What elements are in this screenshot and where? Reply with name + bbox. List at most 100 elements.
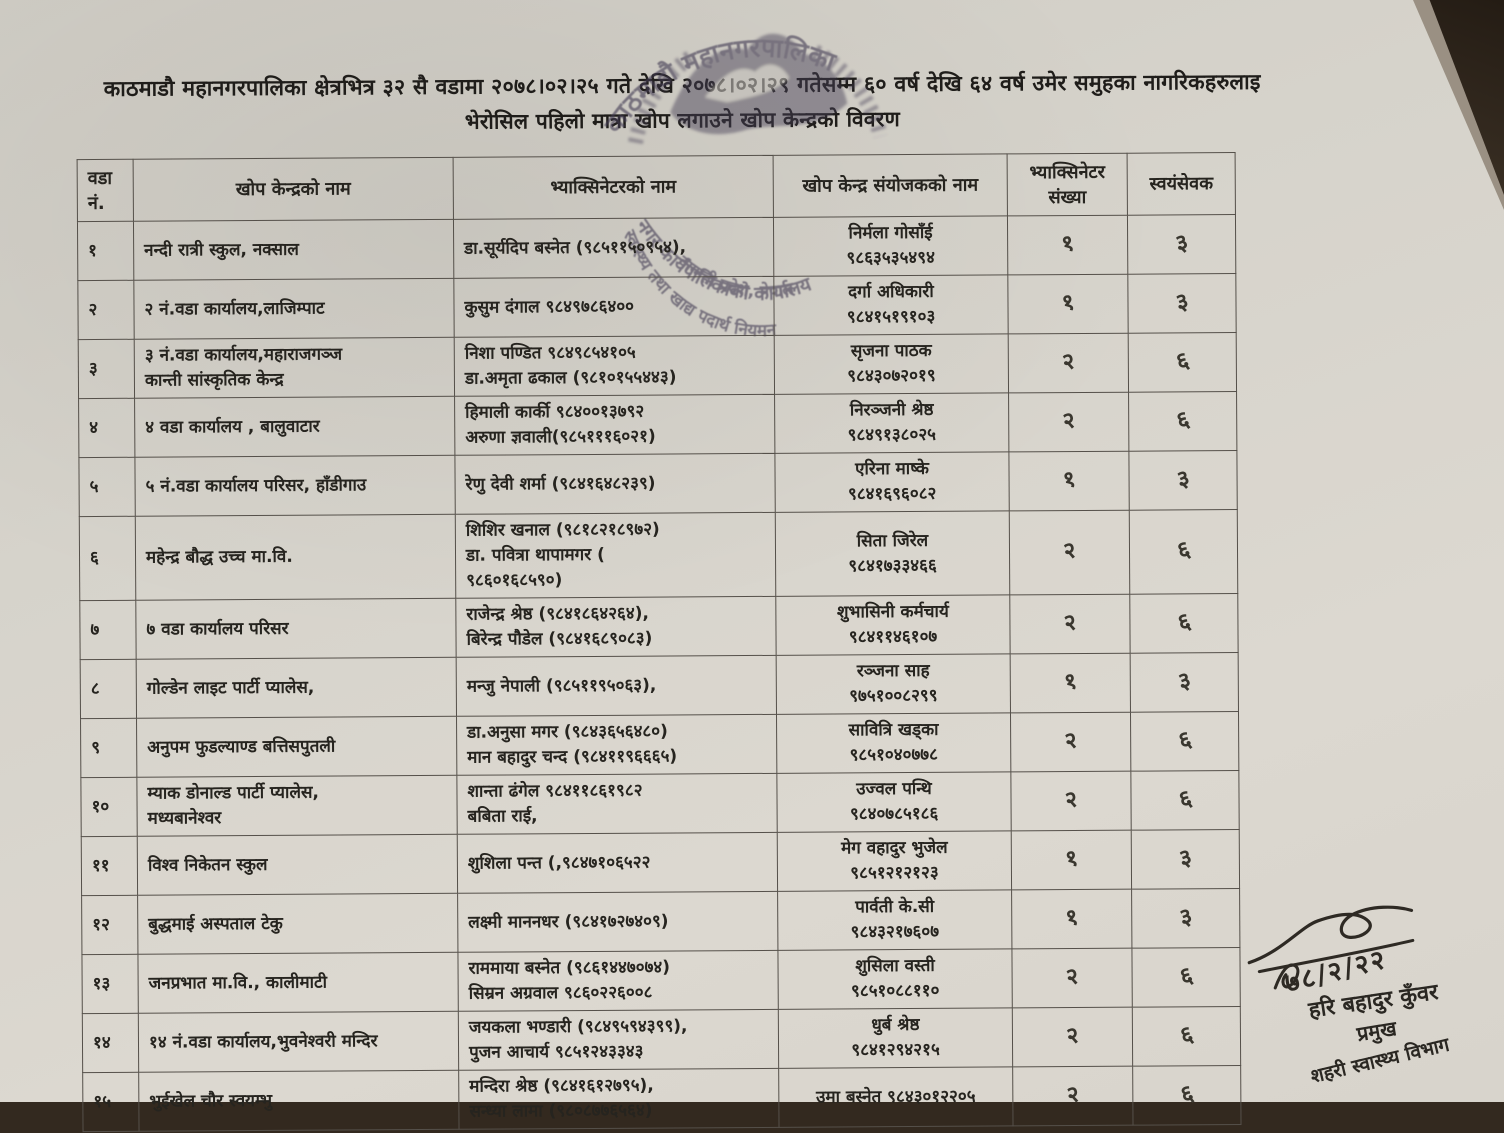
cell-center-name: गोल्डेन लाइट पार्टी प्यालेस, xyxy=(136,657,457,719)
cell-coordinator-name: शुसिला वस्ती ९८५१०८८११० xyxy=(777,948,1013,1010)
cell-coordinator-name: उज्वल पन्थि ९८४०७८५१८६ xyxy=(776,771,1012,833)
cell-volunteers: ६ xyxy=(1132,1065,1242,1126)
cell-vaccinator-name: शान्ता ढंगेल ९८४११८६१९८२ बबिता राई, xyxy=(456,773,778,835)
cell-coordinator-name: निर्मला गोसाँई ९८६३५३५४९४ xyxy=(773,215,1008,277)
cell-coordinator-name: सिता जिरेल ९८४१७३३४६६ xyxy=(775,510,1010,597)
cell-ward-no: ४ xyxy=(78,398,135,458)
cell-vaccinator-name: मन्जु नेपाली (९८५११९५०६३), xyxy=(456,655,777,717)
cell-center-name: ३ नं.वडा कार्यालय,महाराजगञ्ज कान्ती सांस… xyxy=(134,337,455,399)
cell-vaccinator-count: २ xyxy=(1011,948,1133,1008)
cell-ward-no: ३ xyxy=(78,339,135,399)
header-vaccinator-name: भ्याक्सिनेटरको नाम xyxy=(453,155,774,220)
header-ward-no: वडा नं. xyxy=(77,159,134,222)
header-vaccinator-count: भ्याक्सिनेटर संख्या xyxy=(1007,153,1128,216)
cell-coordinator-name: शुभासिनी कर्मचार्य ९८४११४६१०७ xyxy=(775,594,1011,656)
paper-background xyxy=(0,0,1504,1102)
document: काठमाडौ महानगरपालिका क्षेत्रभित्र ३२ सै … xyxy=(17,32,1504,1132)
cell-volunteers: ३ xyxy=(1128,450,1238,511)
cell-coordinator-name: उमा बस्नेत ९८४३०१२२०५ xyxy=(778,1066,1014,1128)
cell-vaccinator-count: १ xyxy=(1007,215,1128,275)
cell-vaccinator-count: २ xyxy=(1009,594,1131,654)
cell-center-name: नन्दी रात्री स्कुल, नक्साल xyxy=(133,219,454,281)
header-volunteers: स्वयंसेवक xyxy=(1127,152,1236,216)
cell-volunteers: ३ xyxy=(1131,829,1240,890)
cell-coordinator-name: सृजना पाठक ९८४३०७२०१९ xyxy=(774,333,1009,395)
table-row: १४ १४ नं.वडा कार्यालय,भुवनेश्वरी मन्दिर … xyxy=(82,1006,1241,1073)
cell-coordinator-name: दर्गा अधिकारी ९८४१५१९१०३ xyxy=(773,274,1009,336)
cell-center-name: बुद्धमाई अस्पताल टेकु xyxy=(137,893,458,955)
table-row: ५ ५ नं.वडा कार्यालय परिसर, हाँडीगाउ रेणु… xyxy=(78,450,1238,517)
cell-vaccinator-name: कुसुम दंगाल ९८४९७८६४०० xyxy=(453,276,775,338)
cell-coordinator-name: एरिना माष्के ९८४१६९६०८२ xyxy=(774,451,1010,513)
cell-vaccinator-name: जयकला भण्डारी (९८४९५९४३९९), पुजन आचार्य … xyxy=(458,1009,779,1071)
cell-ward-no: ९ xyxy=(80,718,137,778)
cell-center-name: २ नं.वडा कार्यालय,लाजिम्पाट xyxy=(133,278,455,340)
cell-ward-no: १३ xyxy=(81,954,139,1014)
cell-volunteers: ६ xyxy=(1128,332,1237,393)
cell-center-name: अनुपम फुडल्याण्ड बत्तिसपुतली xyxy=(136,716,457,778)
cell-vaccinator-name: शिशिर खनाल (९८१८२१८९७२) डा. पवित्रा थापा… xyxy=(455,512,776,599)
table-row: १३ जनप्रभात मा.वि., कालीमाटी राममाया बस्… xyxy=(81,947,1241,1014)
cell-vaccinator-name: हिमाली कार्की ९८४००१३७९२ अरुणा ज्ञवाली(९… xyxy=(454,394,775,456)
table-row: ३ ३ नं.वडा कार्यालय,महाराजगञ्ज कान्ती सा… xyxy=(78,332,1237,399)
cell-vaccinator-count: २ xyxy=(1009,510,1130,595)
table-row: ६ महेन्द्र बौद्ध उच्च मा.वि. शिशिर खनाल … xyxy=(79,509,1238,601)
cell-vaccinator-name: लक्ष्मी माननधर (९८४१७२७४०९) xyxy=(457,891,778,953)
signature-block: ७८/२/२२ हरि बहादुर कुँवर प्रमुख शहरी स्व… xyxy=(1233,887,1504,1105)
cell-vaccinator-name: राजेन्द्र श्रेष्ठ (९८४१८६४२६४), बिरेन्द्… xyxy=(455,596,777,658)
cell-volunteers: ६ xyxy=(1132,1006,1241,1067)
cell-volunteers: ६ xyxy=(1129,593,1239,654)
cell-vaccinator-count: २ xyxy=(1012,1007,1133,1067)
table-row: ७ ७ वडा कार्यालय परिसर राजेन्द्र श्रेष्ठ… xyxy=(79,593,1239,660)
cell-ward-no: ७ xyxy=(79,600,137,660)
cell-center-name: ५ नं.वडा कार्यालय परिसर, हाँडीगाउ xyxy=(134,455,456,517)
cell-volunteers: ६ xyxy=(1130,711,1239,772)
cell-volunteers: ३ xyxy=(1127,214,1236,275)
cell-volunteers: ६ xyxy=(1130,770,1240,831)
cell-ward-no: १० xyxy=(80,777,138,837)
cell-coordinator-name: रञ्जना साह ९७५१००८२९९ xyxy=(776,653,1011,715)
cell-vaccinator-name: मन्दिरा श्रेष्ठ (९८४१६१२७९५), सन्ध्या ला… xyxy=(458,1068,780,1130)
table-row: १ नन्दी रात्री स्कुल, नक्साल डा.सूर्यदिप… xyxy=(77,214,1236,281)
cell-vaccinator-name: रेणु देवी शर्मा (९८४१६४८२३९) xyxy=(454,453,776,515)
handwritten-signature-icon xyxy=(1247,905,1415,990)
cell-center-name: जनप्रभात मा.वि., कालीमाटी xyxy=(137,952,459,1014)
cell-coordinator-name: निरञ्जनी श्रेष्ठ ९८४९१३८०२५ xyxy=(774,392,1009,454)
cell-coordinator-name: सावित्रि खड्का ९८५१०४०७७८ xyxy=(776,712,1011,774)
cell-center-name: म्याक डोनाल्ड पार्टी प्यालेस, मध्यबानेश्… xyxy=(136,775,458,837)
cell-vaccinator-count: २ xyxy=(1010,771,1132,831)
table-row: १२ बुद्धमाई अस्पताल टेकु लक्ष्मी माननधर … xyxy=(81,888,1240,955)
cell-vaccinator-count: १ xyxy=(1008,451,1130,511)
cell-ward-no: २ xyxy=(77,280,135,340)
table-row: १५ भुईखेल चौर स्वयम्भु मन्दिरा श्रेष्ठ (… xyxy=(82,1065,1242,1132)
cell-center-name: ७ वडा कार्यालय परिसर xyxy=(135,598,457,660)
cell-ward-no: ८ xyxy=(80,659,137,719)
cell-vaccinator-count: २ xyxy=(1010,712,1131,772)
cell-coordinator-name: मेग वहादुर भुजेल ९८५१२१२१२३ xyxy=(777,830,1012,892)
cell-ward-no: ५ xyxy=(78,457,136,517)
cell-ward-no: १४ xyxy=(82,1013,139,1073)
cell-vaccinator-name: डा.अनुसा मगर (९८४३६५६४८०) मान बहादुर चन्… xyxy=(456,714,777,776)
cell-vaccinator-name: शुशिला पन्त (,९८४७१०६५२२ xyxy=(457,832,778,894)
cell-vaccinator-count: २ xyxy=(1012,1066,1134,1126)
cell-vaccinator-name: डा.सूर्यदिप बस्नेत (९८५११५०९५४), xyxy=(453,217,774,279)
cell-ward-no: ११ xyxy=(81,836,138,896)
cell-center-name: विश्व निकेतन स्कुल xyxy=(137,834,458,896)
cell-volunteers: ३ xyxy=(1130,652,1239,713)
document-title: काठमाडौ महानगरपालिका क्षेत्रभित्र ३२ सै … xyxy=(17,64,1347,142)
cell-volunteers: ६ xyxy=(1129,509,1238,595)
cell-vaccinator-count: १ xyxy=(1010,653,1131,713)
cell-vaccinator-count: २ xyxy=(1008,392,1129,452)
cell-coordinator-name: पार्वती के.सी ९८४३२१७६०७ xyxy=(777,889,1012,951)
cell-vaccinator-count: १ xyxy=(1011,830,1132,890)
cell-center-name: महेन्द्र बौद्ध उच्च मा.वि. xyxy=(135,514,456,601)
vaccination-centers-table: वडा नं. खोप केन्द्रको नाम भ्याक्सिनेटरको… xyxy=(77,152,1242,1132)
table-row: ९ अनुपम फुडल्याण्ड बत्तिसपुतली डा.अनुसा … xyxy=(80,711,1239,778)
cell-vaccinator-count: १ xyxy=(1011,889,1132,949)
header-coordinator-name: खोप केन्द्र संयोजकको नाम xyxy=(773,153,1008,218)
table-row: ११ विश्व निकेतन स्कुल शुशिला पन्त (,९८४७… xyxy=(81,829,1240,896)
table-body: १ नन्दी रात्री स्कुल, नक्साल डा.सूर्यदिप… xyxy=(77,214,1242,1132)
cell-vaccinator-name: राममाया बस्नेत (९८६१४४७०७४) सिम्रन अग्रव… xyxy=(457,950,779,1012)
cell-vaccinator-count: १ xyxy=(1007,274,1129,334)
cell-volunteers: ३ xyxy=(1127,273,1237,334)
